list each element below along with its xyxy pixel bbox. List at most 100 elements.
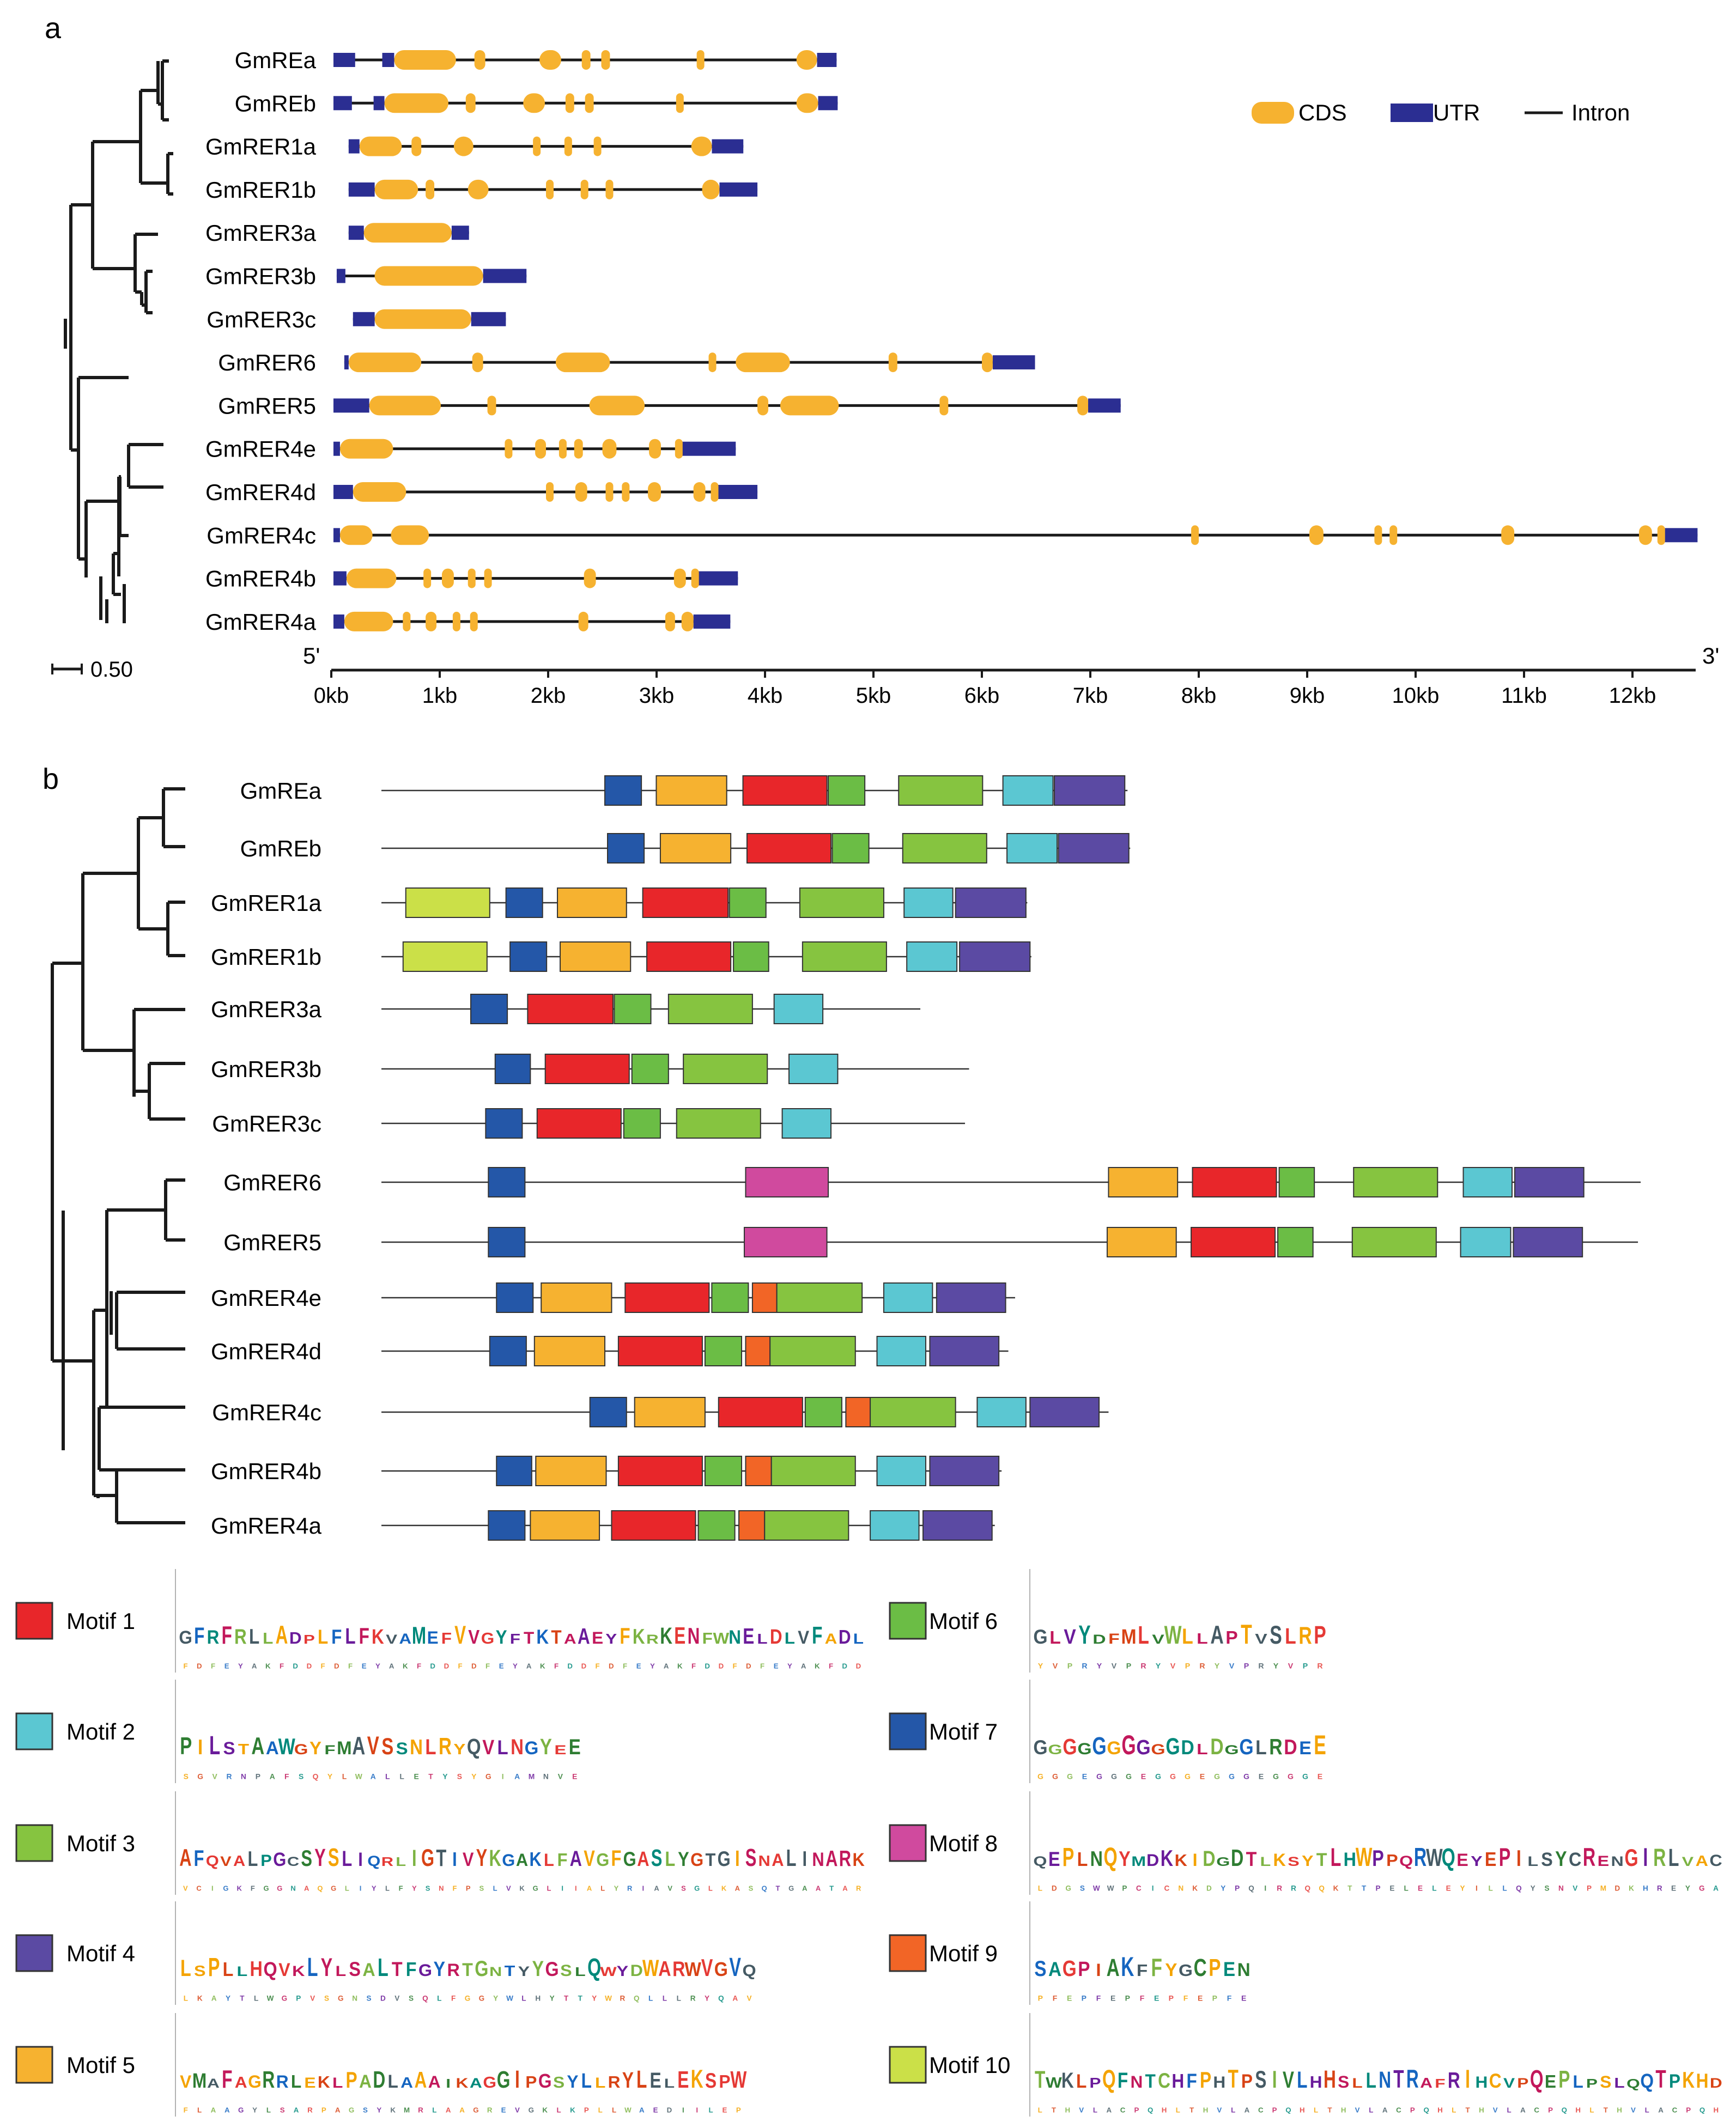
logo-letter: V [1503,2076,1515,2091]
utr-block [333,96,352,111]
logo-letter: Y [453,1741,465,1758]
logo-letter: E [1314,1730,1326,1760]
gene-label: GmRER3a [205,220,317,246]
utr-block [333,528,340,543]
logo-letter: Q [1399,1853,1413,1869]
motif-1-box [1191,1227,1276,1257]
logo-letter: K [691,2065,703,2094]
logo-letter: L [1366,2068,1376,2092]
cds-block [353,482,406,502]
logo-letter: R [262,2067,275,2093]
logo-letter: V [482,1736,494,1759]
logo-letter: E [1141,1772,1146,1781]
protein-motif-row [381,1108,966,1139]
logo-letter: H [1213,2074,1225,2091]
logo-letter: P [1669,2071,1680,2092]
logo-letter: A [1713,1884,1719,1892]
motif-4-box [1058,833,1130,864]
motif-2-box [876,1336,926,1366]
protein-motif-row [381,1510,995,1541]
logo-letter: G [294,1742,308,1758]
logo-letter: F [184,1662,188,1670]
logo-letter: N [729,1627,741,1648]
logo-letter: A [1420,2075,1432,2091]
cds-block [533,136,541,156]
logo-letter: R [839,1846,851,1871]
logo-letter: A [1520,2106,1526,2114]
motif-3-box [1353,1167,1438,1197]
logo-letter: A [428,2072,441,2091]
logo-letter: L [665,1848,675,1871]
motif-4-box [922,1510,993,1541]
logo-letter: D [307,1662,312,1670]
logo-letter: A [224,2106,230,2114]
legend-cds-label: CDS [1298,100,1347,125]
logo-letter: A [211,1994,217,2002]
logo-letter: P [1386,1850,1398,1869]
logo-letter: S [1541,1849,1553,1871]
cds-block [523,93,545,113]
motif-7-box [494,1054,531,1084]
logo-letter: Q [1033,1854,1047,1869]
logo-letter: Q [317,1884,323,1892]
logo-letter: Q [422,1994,428,2002]
logo-letter: A [1658,2106,1664,2114]
cds-block [344,611,393,631]
logo-letter: P [584,2106,589,2114]
logo-letter: A [389,1662,394,1670]
logo-letter: L [1255,1737,1267,1759]
logo-letter: K [536,1626,549,1648]
motif-7-box [505,887,543,918]
logo-letter: L [247,1847,258,1871]
kb-axis: 5' 3' 0kb 1kb 2kb 3kb 4kb 5kb 6kb 7kb 8kb 9kb 10kb… [303,643,1719,708]
logo-letter: N [758,1852,770,1869]
cds-block [1191,525,1199,545]
logo-letter: P [1126,1662,1131,1670]
logo-letter: A [526,1662,532,1670]
logo-letter: R [439,1733,452,1760]
logo-letter: V [667,1884,672,1892]
logo-letter: R [1140,1662,1146,1670]
logo-letter: H [1475,2073,1488,2091]
logo-letter: Y [614,1884,619,1892]
motif-legend-item: Motif 1GFFDRFFERYLALKAFDDPDLFFDLFFEKYVAA… [15,1569,864,1673]
logo-letter: Y [252,2106,257,2114]
protein-label: GmRER5 [223,1230,321,1255]
logo-letter: R [1583,1843,1595,1872]
axis-tick-label: 3kb [639,684,675,708]
logo-letter: G [1048,1742,1062,1758]
logo-letter: Y [678,1848,689,1870]
logo-letter: E [1154,1993,1159,2002]
utr-block [716,485,758,499]
logo-letter: Y [1302,1853,1314,1869]
motif-label: Motif 6 [929,1608,998,1634]
logo-letter: S [1338,2072,1349,2091]
logo-letter: G [1302,1772,1308,1781]
logo-letter: I [642,1884,645,1892]
logo-letter: L [318,1626,328,1649]
cds-block [580,179,588,199]
utr-block [992,355,1035,370]
protein-motif-row [381,1167,1641,1197]
cds-block [346,568,397,588]
logo-letter: E [304,2075,315,2091]
logo-letter: Y [1038,1662,1043,1670]
logo-letter: Y [1215,1662,1220,1670]
protein-label: GmRER4b [211,1458,321,1484]
cds-block [470,611,478,631]
logo-letter: F [812,1622,822,1649]
cds-block [681,611,694,631]
logo-letter: E [650,2068,661,2092]
logo-letter: H [1162,2106,1167,2114]
logo-letter: T [1347,1884,1352,1892]
logo-letter: P [345,2066,357,2092]
motif-3-box [769,1336,856,1366]
logo-letter: P [1185,1662,1190,1670]
logo-letter: G [331,1884,336,1892]
logo-letter: K [390,2106,396,2114]
cds-block [403,611,411,631]
logo-letter: P [1499,1843,1511,1872]
logo-letter: C [1534,2106,1539,2114]
logo-letter: F [359,1624,369,1649]
logo-letter: L [385,1772,390,1780]
